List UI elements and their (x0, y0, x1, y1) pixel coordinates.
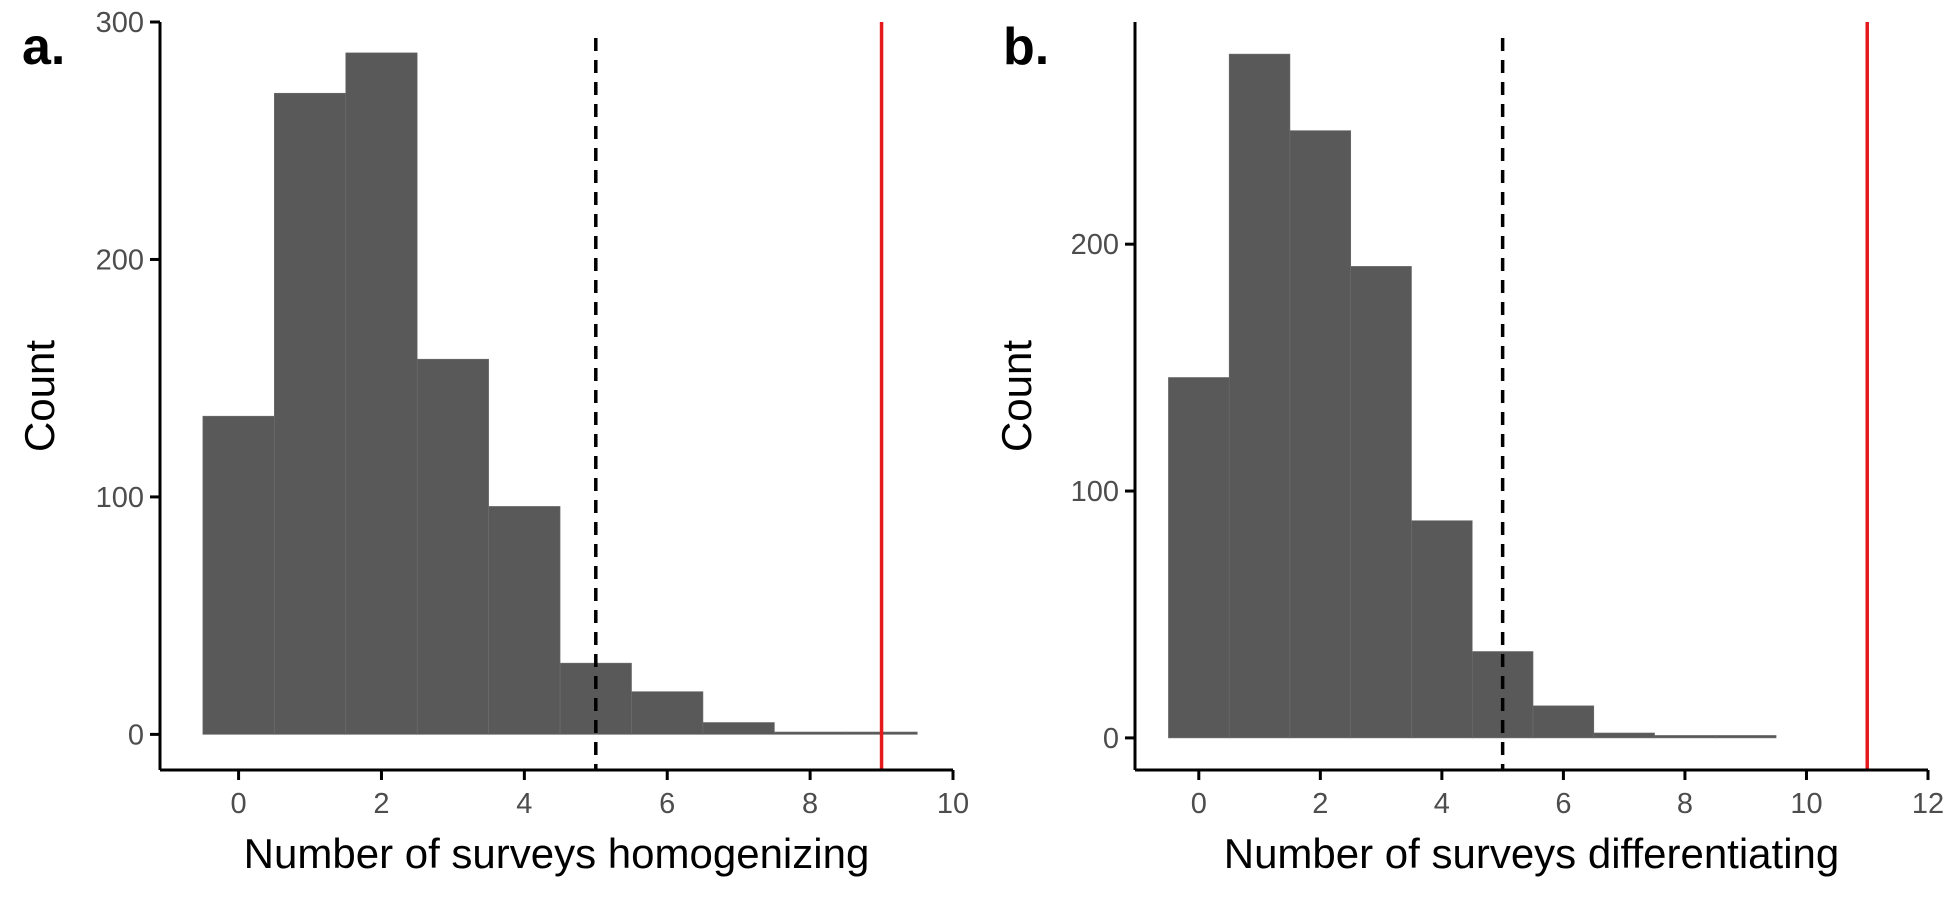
panel-a-y-tick-label-200: 200 (96, 244, 144, 276)
panel-a-y-tick-label-300: 300 (96, 7, 144, 39)
panel-b-bar-9 (1715, 735, 1777, 739)
panel-b-label: b. (1003, 18, 1049, 76)
panel-b-x-tick-label-8: 8 (1677, 788, 1693, 820)
panel-a-y-tick-label-100: 100 (96, 482, 144, 514)
panel-b-bar-2 (1289, 130, 1352, 739)
panel-b-x-tick-label-6: 6 (1555, 788, 1571, 820)
panel-b-x-tick-label-2: 2 (1312, 788, 1328, 820)
panel-b-bar-7 (1593, 732, 1655, 739)
panel-a-x-tick-label-2: 2 (373, 788, 389, 820)
panel-b-bar-6 (1532, 705, 1595, 739)
panel-a-x-tick-label-8: 8 (802, 788, 818, 820)
panel-a-bar-1 (274, 92, 347, 735)
panel-b: 0 2 4 6 8 10 12 0 100 200 Number of surveys differ… (993, 18, 1944, 877)
panel-a-bar-8 (774, 731, 847, 735)
panel-a-x-tick-label-10: 10 (937, 788, 969, 820)
panel-b-bar-0 (1168, 377, 1230, 739)
panel-a-bar-2 (345, 52, 418, 735)
panel-b-y-tick-label-200: 200 (1071, 229, 1119, 261)
panel-b-bar-1 (1228, 53, 1291, 739)
panel-a-bar-0 (202, 415, 275, 735)
panel-a-bar-3 (416, 358, 489, 735)
panel-b-y-tick-label-0: 0 (1103, 723, 1119, 755)
panel-b-x-tick-label-12: 12 (1912, 788, 1944, 820)
panel-a-bar-4 (488, 506, 561, 735)
panel-a-x-tick-label-6: 6 (659, 788, 675, 820)
panel-b-x-axis-title: Number of surveys differentiating (1224, 830, 1840, 877)
panel-b-bar-8 (1654, 735, 1716, 739)
panel-b-y-axis-title: Count (993, 340, 1040, 452)
panel-a-x-axis-title: Number of surveys homogenizing (244, 830, 870, 877)
panel-a-bar-6 (631, 691, 704, 735)
panel-b-bar-3 (1350, 266, 1412, 739)
panel-a-x-tick-label-0: 0 (231, 788, 247, 820)
panel-a-y-axis-title: Count (16, 340, 63, 452)
panel-a-label: a. (22, 18, 65, 76)
panel-b-y-tick-label-100: 100 (1071, 476, 1119, 508)
panel-b-x-tick-label-4: 4 (1434, 788, 1450, 820)
panel-a-y-tick-label-0: 0 (128, 719, 144, 751)
panel-b-x-tick-label-10: 10 (1790, 788, 1822, 820)
panel-a-bar-7 (702, 722, 775, 735)
panel-a-x-tick-label-4: 4 (516, 788, 532, 820)
panel-b-bar-4 (1411, 520, 1473, 739)
panel-b-x-tick-label-0: 0 (1191, 788, 1207, 820)
